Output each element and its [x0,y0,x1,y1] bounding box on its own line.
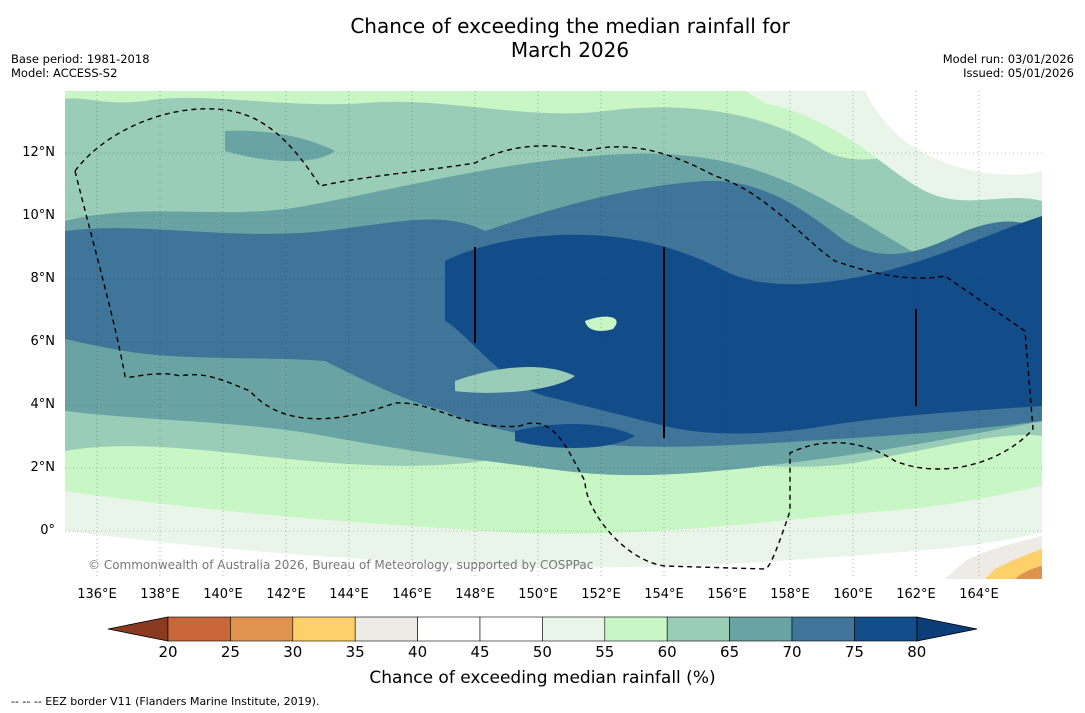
colorbar-extend-high [916,616,978,642]
zone-30-35-south [1015,566,1042,579]
colorbar-cell [666,616,730,642]
title-line-1: Chance of exceeding the median rainfall … [350,14,790,38]
colorbar-tick-label: 45 [470,643,490,661]
colorbar-cell [604,616,668,642]
zone-50-55-northeast [865,91,1042,175]
colorbar-tick-label: 75 [844,643,864,661]
copyright-notice: © Commonwealth of Australia 2026, Bureau… [88,558,594,572]
colorbar-cells [167,616,918,642]
lat-label-10n: 10°N [22,208,55,223]
title-line-2: March 2026 [510,38,630,62]
colorbar-tick-label: 70 [782,643,802,661]
lon-label-156e: 156°E [707,587,747,602]
sector-lines [474,247,917,438]
colorbar-tick-label: 65 [720,643,740,661]
rainfall-map [65,91,1042,579]
lat-label-8n: 8°N [30,271,56,286]
colorbar-cell [479,616,543,642]
lon-label-142e: 142°E [266,587,306,602]
colorbar-tick-label: 25 [220,643,240,661]
lon-label-164e: 164°E [959,587,999,602]
lon-label-140e: 140°E [203,587,243,602]
colorbar-cell [854,616,918,642]
colorbar-tick-label: 55 [595,643,615,661]
colorbar-cell [417,616,481,642]
lon-label-154e: 154°E [644,587,684,602]
colorbar-tick-label: 60 [657,643,677,661]
model-run: Model run: 03/01/2026 [942,52,1074,66]
map-canvas [65,91,1042,579]
zone-above-80-patch [515,424,635,448]
lon-label-160e: 160°E [833,587,873,602]
meta-left: Base period: 1981-2018 Model: ACCESS-S2 [11,52,150,80]
lon-label-152e: 152°E [581,587,621,602]
colorbar-title: Chance of exceeding median rainfall (%) [369,668,716,688]
colorbar-cell [230,616,294,642]
lon-label-136e: 136°E [77,587,117,602]
lat-label-0: 0° [40,523,55,538]
colorbar-cell [292,616,356,642]
colorbar-cell [167,616,231,642]
colorbar-tick-label: 30 [283,643,303,661]
colorbar-cell [354,616,418,642]
zone-70-75-patch [225,130,335,162]
colorbar-extend-low [107,616,169,642]
lat-label-4n: 4°N [30,397,56,412]
lon-label-146e: 146°E [392,587,432,602]
chart-title: Chance of exceeding the median rainfall … [0,14,1085,62]
zone-50-55-south [65,531,1042,579]
lon-label-162e: 162°E [896,587,936,602]
zone-above-80 [445,216,1042,434]
colorbar-tick-label: 20 [158,643,178,661]
model-name: Model: ACCESS-S2 [11,66,118,80]
issued-date: Issued: 05/01/2026 [963,66,1074,80]
meta-right: Model run: 03/01/2026 Issued: 05/01/2026 [943,52,1074,80]
colorbar-cell [729,616,793,642]
lon-label-144e: 144°E [329,587,369,602]
colorbar-tick-label: 40 [408,643,428,661]
base-period: Base period: 1981-2018 [11,52,150,66]
eez-border [74,108,1034,570]
lat-label-6n: 6°N [30,334,56,349]
zone-65-70-patch [455,366,575,393]
colorbar-tick-label: 35 [345,643,365,661]
colorbar-cell [791,616,855,642]
lat-label-2n: 2°N [30,460,56,475]
lon-label-148e: 148°E [455,587,495,602]
colorbar-cell [542,616,606,642]
lat-label-12n: 12°N [22,145,55,160]
lon-label-150e: 150°E [518,587,558,602]
colorbar-tick-label: 80 [907,643,927,661]
lon-label-158e: 158°E [770,587,810,602]
colorbar-tick-label: 50 [532,643,552,661]
lon-label-138e: 138°E [140,587,180,602]
eez-footnote: -- -- -- EEZ border V11 (Flanders Marine… [11,695,320,708]
